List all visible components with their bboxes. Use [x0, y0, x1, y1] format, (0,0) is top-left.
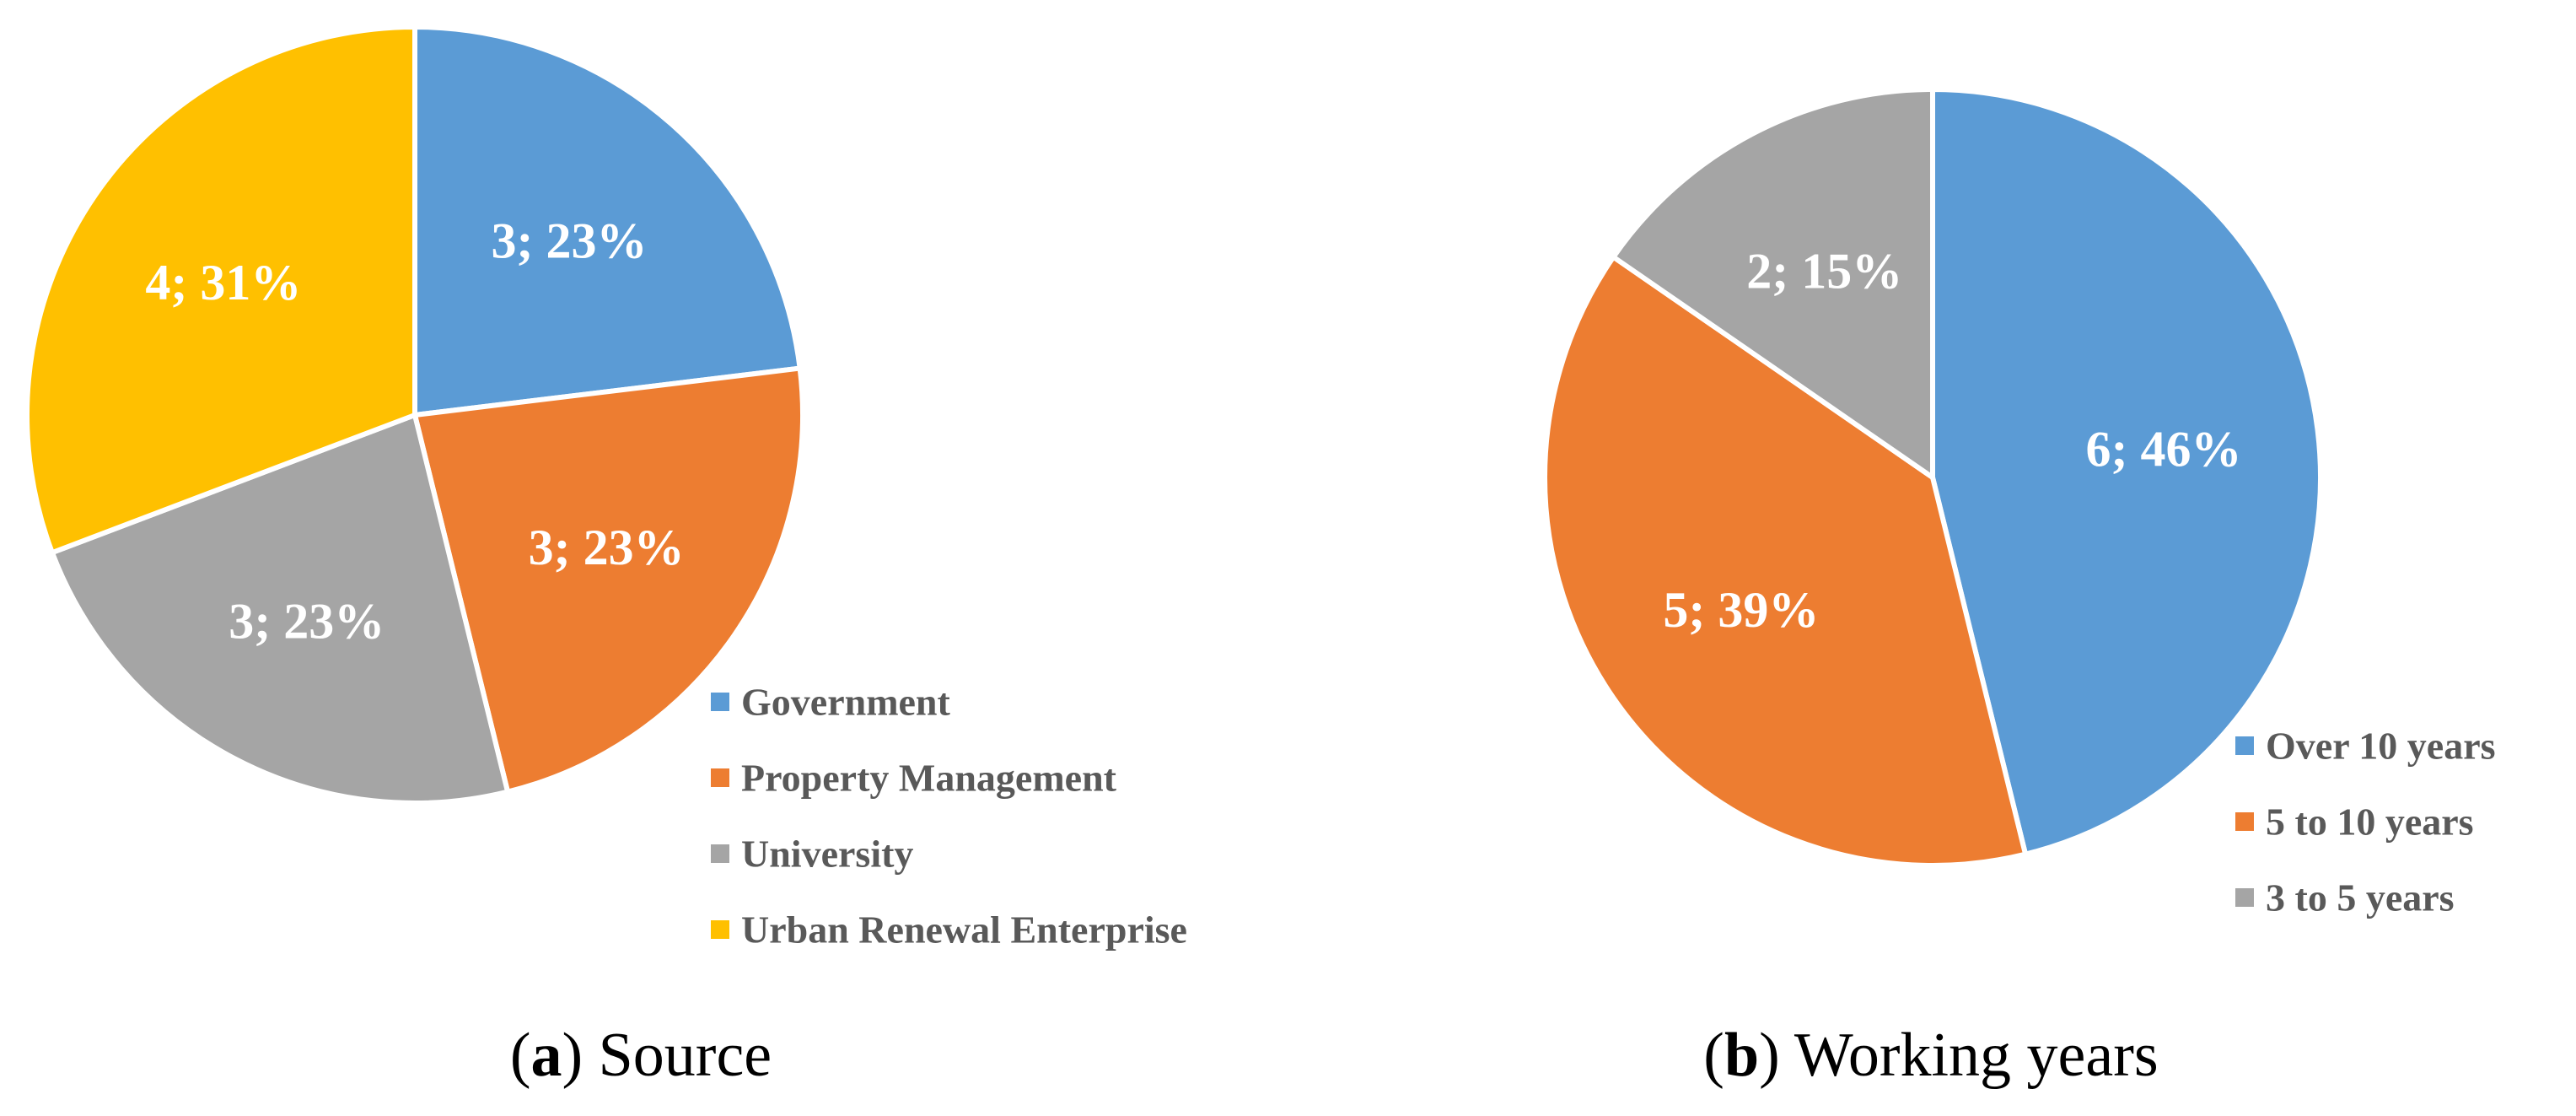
legend-swatch-government	[711, 693, 729, 711]
pie-slice-5-to-10-years	[1542, 254, 2029, 868]
legend-swatch-urban-renewal-enterprise	[711, 920, 729, 939]
source-pie-chart: 3; 23% 3; 23% 3; 23% 4; 31% Government Prope…	[24, 24, 1187, 1090]
legend-swatch-over-10-years	[2235, 736, 2254, 755]
source-legend: Government Property Management University U…	[711, 681, 1187, 952]
working-years-pie: 6; 46% 5; 39% 2; 15%	[1542, 87, 2323, 868]
legend-swatch-5-to-10-years	[2235, 812, 2254, 831]
source-caption-text: Source	[599, 1021, 772, 1090]
working-years-pie-chart: 6; 46% 5; 39% 2; 15% Over 10 years 5 to 10 …	[1542, 87, 2496, 1090]
pie-slice-government	[412, 24, 803, 418]
working-years-caption-letter: b	[1724, 1021, 1759, 1090]
pie-slice-over-10-years	[1930, 87, 2323, 857]
pie-slice-3-to-5-years	[1611, 87, 1935, 480]
source-caption: (a) Source	[510, 1021, 772, 1090]
working-years-legend: Over 10 years 5 to 10 years 3 to 5 years	[2235, 725, 2496, 919]
slice-label-over-10-years: 6; 46%	[2085, 422, 2241, 477]
slice-label-3-to-5-years: 2; 15%	[1746, 244, 1902, 299]
legend-label-urban-renewal-enterprise: Urban Renewal Enterprise	[741, 908, 1187, 952]
pie-slice-urban-renewal-enterprise	[24, 24, 417, 556]
legend-swatch-3-to-5-years	[2235, 888, 2254, 907]
source-pie: 3; 23% 3; 23% 3; 23% 4; 31%	[24, 24, 805, 806]
legend-label-university: University	[741, 833, 913, 876]
working-years-caption: (b) Working years	[1703, 1021, 2158, 1090]
slice-label-urban-renewal-enterprise: 4; 31%	[145, 255, 301, 310]
legend-label-3-to-5-years: 3 to 5 years	[2266, 876, 2455, 919]
legend-label-property-management: Property Management	[741, 757, 1117, 800]
legend-swatch-property-management	[711, 768, 729, 787]
legend-label-over-10-years: Over 10 years	[2266, 725, 2496, 768]
slice-label-5-to-10-years: 5; 39%	[1663, 582, 1819, 638]
legend-swatch-university	[711, 844, 729, 863]
legend-label-government: Government	[741, 681, 951, 724]
source-caption-letter: a	[531, 1021, 562, 1090]
pie-slice-property-management	[412, 365, 805, 795]
slice-label-property-management: 3; 23%	[529, 520, 685, 575]
slice-label-university: 3; 23%	[229, 593, 385, 649]
slice-label-government: 3; 23%	[492, 213, 648, 268]
legend-label-5-to-10-years: 5 to 10 years	[2266, 801, 2474, 844]
working-years-caption-text: Working years	[1794, 1021, 2159, 1090]
